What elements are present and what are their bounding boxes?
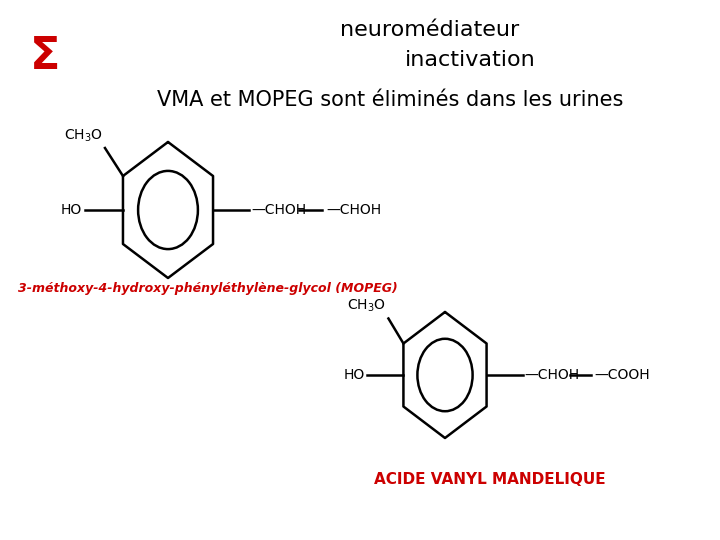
Text: neuromédiateur: neuromédiateur: [341, 20, 520, 40]
Text: —CHOH: —CHOH: [326, 203, 381, 217]
Text: —CHOH: —CHOH: [525, 368, 580, 382]
Text: inactivation: inactivation: [405, 50, 536, 70]
Text: —COOH: —COOH: [595, 368, 650, 382]
Text: ACIDE VANYL MANDELIQUE: ACIDE VANYL MANDELIQUE: [374, 472, 606, 487]
Text: CH$_3$O: CH$_3$O: [64, 127, 103, 144]
Text: —CHOH: —CHOH: [251, 203, 306, 217]
Text: HO: HO: [60, 203, 82, 217]
Text: VMA et MOPEG sont éliminés dans les urines: VMA et MOPEG sont éliminés dans les urin…: [157, 90, 624, 110]
Text: HO: HO: [343, 368, 364, 382]
Text: CH$_3$O: CH$_3$O: [348, 298, 387, 314]
Text: Σ: Σ: [30, 35, 60, 78]
Text: 3-méthoxy-4-hydroxy-phényléthylène-glycol (MOPEG): 3-méthoxy-4-hydroxy-phényléthylène-glyco…: [18, 282, 397, 295]
